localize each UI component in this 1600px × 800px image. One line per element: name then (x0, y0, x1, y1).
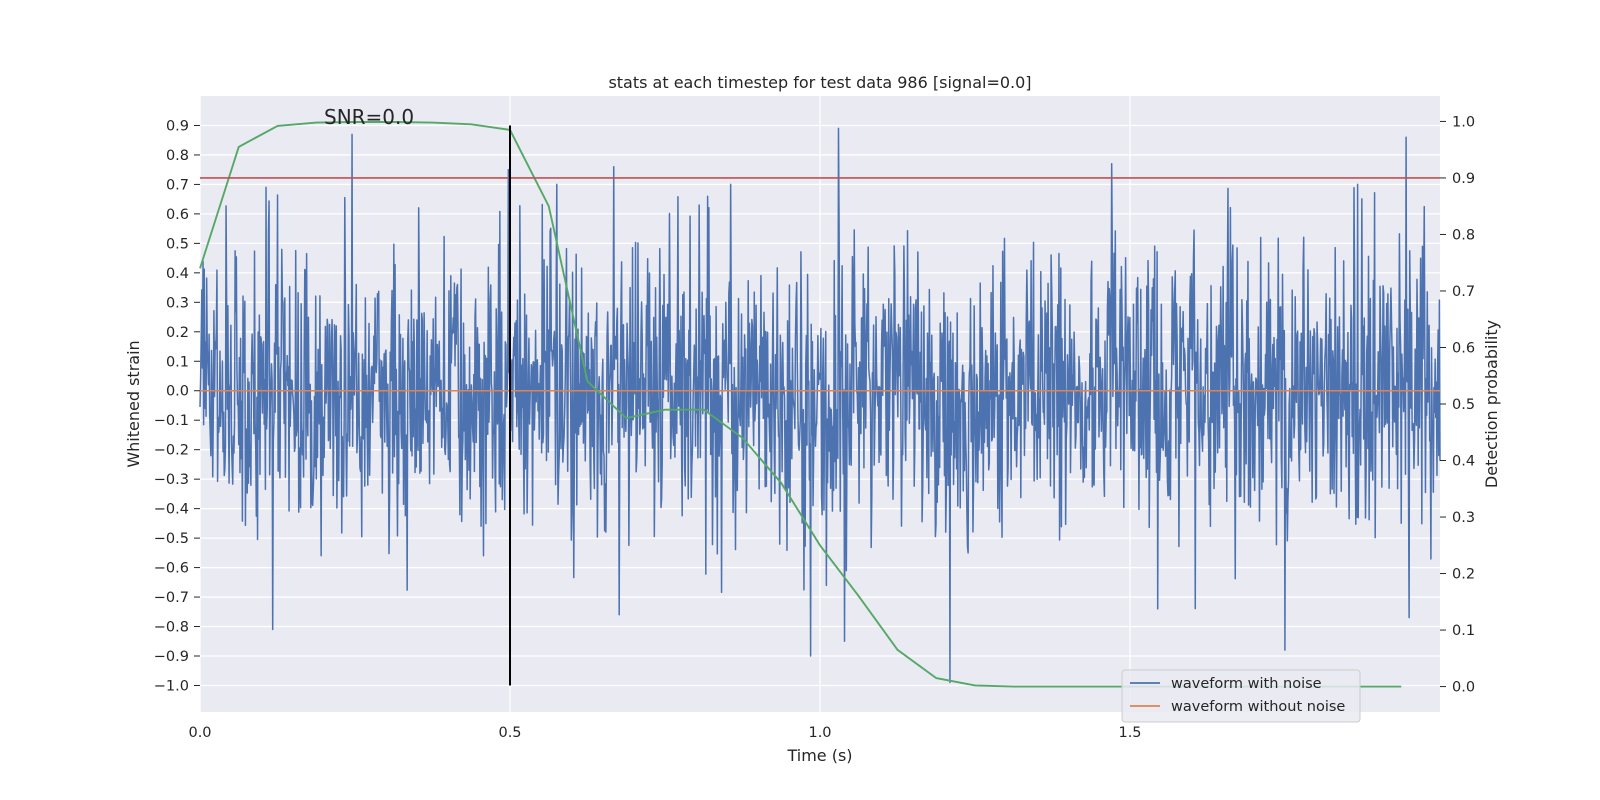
legend-label-clean: waveform without noise (1171, 699, 1345, 715)
y-tick-label: −0.3 (154, 472, 189, 488)
chart-title: stats at each timestep for test data 986… (608, 73, 1031, 92)
y-tick-label: −0.1 (154, 413, 189, 429)
y-tick-label: 0.5 (166, 236, 189, 252)
y-tick-label: 0.7 (166, 177, 189, 193)
y-right-tick-label: 0.8 (1452, 227, 1475, 243)
y-right-tick-label: 0.4 (1452, 454, 1475, 470)
y-right-tick-label: 0.9 (1452, 171, 1475, 187)
ticks-layer: 0.0 0.5 1.0 1.5 0.9 0.8 0.7 0.6 0.5 0.4 0.3 0.2 0.1 0… (154, 114, 1475, 741)
y-right-tick-label: 0.0 (1452, 680, 1475, 696)
y-tick-label: 0.8 (166, 148, 189, 164)
y-tick-label: −0.5 (154, 531, 189, 547)
y-tick-label: 0.4 (166, 266, 189, 282)
y-tick-label: −0.6 (154, 561, 189, 577)
y-tick-label: 0.6 (166, 207, 189, 223)
y-tick-label: 0.2 (166, 325, 189, 341)
y-tick-label: −0.8 (154, 620, 189, 636)
y-tick-label: 0.9 (166, 118, 189, 134)
series-waveform-with-noise (199, 127, 1441, 684)
y-tick-label: −1.0 (154, 678, 189, 694)
x-tick-label: 0.0 (188, 725, 211, 741)
y-right-tick-label: 0.2 (1452, 567, 1475, 583)
y-right-tick-label: 0.5 (1452, 397, 1475, 413)
y-right-tick-label: 0.1 (1452, 623, 1475, 639)
legend: waveform with noise waveform without noi… (1121, 669, 1361, 723)
y-axis-label: Whitened strain (124, 340, 143, 467)
x-tick-label: 0.5 (498, 725, 521, 741)
y-right-tick-label: 0.7 (1452, 284, 1475, 300)
y-axis-label-right: Detection probability (1482, 320, 1501, 488)
y-tick-label: −0.4 (154, 502, 189, 518)
y-tick-label: 0.1 (166, 354, 189, 370)
x-tick-label: 1.5 (1118, 725, 1141, 741)
y-tick-label: −0.7 (154, 590, 189, 606)
legend-frame (1121, 669, 1361, 723)
x-axis-label: Time (s) (786, 746, 852, 765)
y-right-tick-label: 1.0 (1452, 114, 1475, 130)
y-tick-label: 0.3 (166, 295, 189, 311)
x-tick-label: 1.0 (808, 725, 831, 741)
y-tick-label: −0.2 (154, 443, 189, 459)
snr-annotation: SNR=0.0 (324, 105, 414, 129)
y-right-tick-label: 0.3 (1452, 510, 1475, 526)
y-right-tick-label: 0.6 (1452, 340, 1475, 356)
y-tick-label: −0.9 (154, 649, 189, 665)
y-tick-label: 0.0 (166, 384, 189, 400)
legend-label-noise: waveform with noise (1171, 676, 1322, 692)
